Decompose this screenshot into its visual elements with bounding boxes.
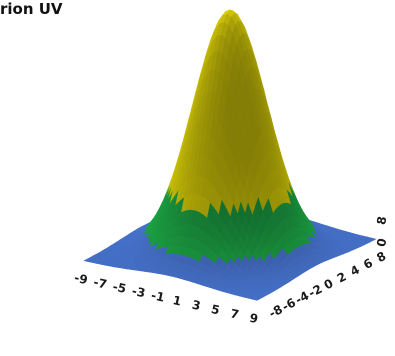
x-tick-label: 1 — [171, 293, 182, 308]
x-tick-label: 3 — [191, 298, 202, 313]
z-axis-ticks: 08 — [374, 215, 389, 248]
z-tick-label: 0 — [374, 237, 389, 248]
y-axis-ticks: -8-6-4-20 2 4 6 8 — [267, 249, 389, 321]
x-tick-label: -1 — [150, 288, 166, 304]
y-tick-label: 2 — [335, 269, 349, 285]
y-tick-label: -8 — [267, 302, 285, 321]
y-tick-label: -4 — [293, 289, 311, 308]
y-tick-label: 0 — [322, 276, 336, 292]
x-tick-label: -3 — [131, 284, 147, 300]
y-tick-label: -2 — [306, 282, 324, 301]
z-tick-label: 8 — [374, 215, 389, 226]
surface-facet — [251, 297, 261, 301]
y-tick-label: -6 — [280, 295, 298, 314]
y-tick-label: 6 — [361, 256, 375, 272]
x-tick-label: -7 — [92, 275, 108, 291]
x-axis-ticks: -9 -7 -5 -3 -1 1 3 5 7 9 — [73, 271, 259, 327]
y-tick-label: 8 — [374, 249, 388, 265]
x-tick-label: -9 — [73, 271, 89, 287]
y-tick-label: 4 — [348, 263, 362, 279]
x-tick-label: 5 — [210, 302, 221, 317]
surface-layer — [83, 9, 377, 301]
chart-title: rion UV — [0, 0, 63, 18]
x-tick-label: 9 — [248, 311, 259, 326]
x-tick-label: -5 — [111, 279, 127, 295]
x-tick-label: 7 — [229, 306, 240, 321]
